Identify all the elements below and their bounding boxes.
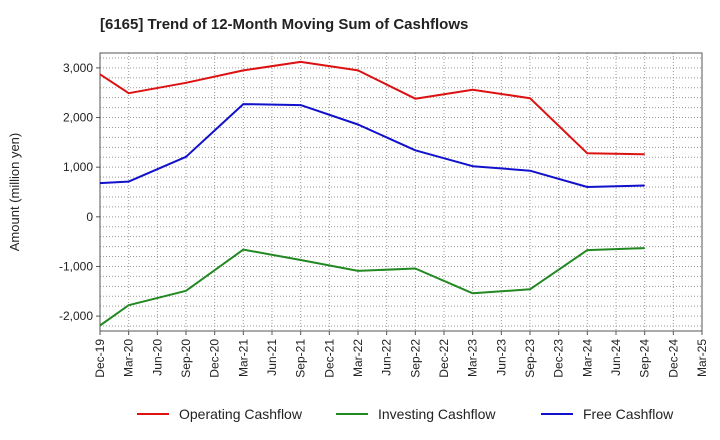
x-tick-label: Sep-22 <box>408 339 422 378</box>
x-tick-label: Dec-24 <box>666 339 680 378</box>
x-tick-label: Sep-24 <box>638 339 652 378</box>
x-tick-label: Sep-20 <box>179 339 193 378</box>
x-tick-label: Dec-21 <box>322 339 336 378</box>
series-line-0 <box>99 60 645 156</box>
x-tick-label: Sep-21 <box>294 339 308 378</box>
x-tick-label: Mar-20 <box>122 339 136 377</box>
y-tick-label: 1,000 <box>63 160 93 174</box>
legend-label: Free Cashflow <box>583 406 674 422</box>
x-tick-label: Jun-24 <box>609 339 623 376</box>
legend: Operating Cashflow Investing Cashflow Free… <box>137 406 674 422</box>
x-tick-label: Mar-21 <box>236 339 250 377</box>
x-tick-label: Mar-25 <box>695 339 709 377</box>
plot-frame <box>99 52 703 332</box>
y-tick-label: -1,000 <box>59 259 93 273</box>
y-axis-ticks: -2,000 -1,000 0 1,000 2,000 3,000 <box>59 61 100 323</box>
x-tick-label: Jun-21 <box>265 339 279 376</box>
legend-label: Operating Cashflow <box>179 406 303 422</box>
x-axis-ticks: Dec-19 Mar-20 Jun-20 Sep-20 Dec-20 Mar-21 Jun-… <box>93 331 709 378</box>
x-tick-label: Mar-24 <box>580 339 594 377</box>
x-tick-label: Jun-22 <box>380 339 394 376</box>
y-axis-title: Amount (million yen) <box>7 133 22 252</box>
series-line-2 <box>99 103 645 188</box>
y-tick-label: 3,000 <box>63 61 93 75</box>
x-tick-label: Mar-22 <box>351 339 365 377</box>
x-tick-label: Jun-23 <box>494 339 508 376</box>
y-tick-label: -2,000 <box>59 309 93 323</box>
chart-title: [6165] Trend of 12-Month Moving Sum of C… <box>100 16 469 33</box>
x-tick-label: Sep-23 <box>523 339 537 378</box>
x-tick-label: Dec-23 <box>552 339 566 378</box>
y-tick-label: 2,000 <box>63 111 93 125</box>
series-line-1 <box>99 247 645 327</box>
x-tick-label: Dec-19 <box>93 339 107 378</box>
x-tick-label: Mar-23 <box>466 339 480 377</box>
x-tick-label: Jun-20 <box>150 339 164 376</box>
x-tick-label: Dec-20 <box>208 339 222 378</box>
series-lines <box>99 60 645 327</box>
legend-label: Investing Cashflow <box>378 406 496 422</box>
y-tick-label: 0 <box>86 210 93 224</box>
grid-lines <box>100 53 702 331</box>
x-tick-label: Dec-22 <box>437 339 451 378</box>
